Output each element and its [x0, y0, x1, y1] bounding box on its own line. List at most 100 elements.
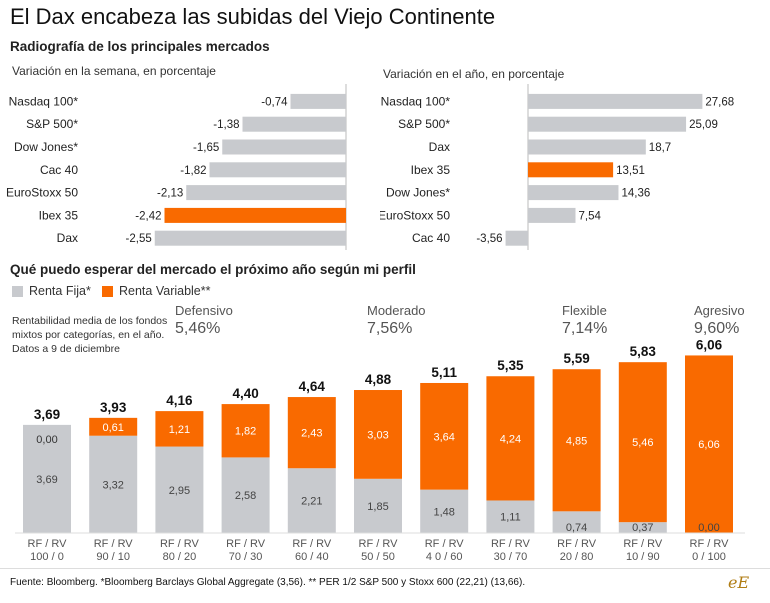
category-label-top: RF / RV [557, 538, 597, 550]
category-label-bottom: 4 0 / 60 [426, 551, 463, 563]
category-label-bottom: 100 / 0 [30, 551, 64, 563]
bar-renta-variable-6 [420, 382, 469, 490]
bar-renta-fija-9 [618, 522, 667, 533]
category-label-top: RF / RV [690, 538, 730, 550]
category-label: Ibex 35 [39, 208, 79, 222]
bar-renta-fija-7 [486, 500, 535, 533]
value-label: -2,55 [126, 233, 152, 245]
label-total: 3,93 [100, 400, 127, 415]
bar-6 [505, 230, 528, 246]
yearly-bar-chart: Nasdaq 100* 27,68 S&P 500* 25,09 Dax 18,7 Ibex… [380, 84, 734, 250]
label-renta-variable: 1,82 [235, 426, 256, 438]
category-label-top: RF / RV [226, 538, 266, 550]
category-label-top: RF / RV [491, 538, 531, 550]
category-label: S&P 500* [26, 117, 78, 131]
category-label-bottom: 10 / 90 [626, 551, 660, 563]
label-total: 4,40 [232, 386, 258, 401]
bar-renta-fija-6 [420, 489, 469, 533]
bar-renta-variable-1 [89, 417, 138, 436]
label-renta-fija: 2,58 [235, 490, 256, 502]
category-label-top: RF / RV [359, 538, 399, 550]
category-label-top: RF / RV [292, 538, 332, 550]
value-label: -3,56 [476, 233, 502, 245]
bar-renta-fija-8 [552, 511, 601, 533]
profile-moderado-value: 7,56% [367, 320, 413, 337]
label-renta-variable: 0,00 [36, 434, 57, 446]
bar-6 [154, 230, 346, 246]
profile-flexible-value: 7,14% [562, 320, 608, 337]
legend-renta-variable: Renta Variable** [102, 284, 211, 298]
value-label: 27,68 [705, 96, 734, 108]
category-label: Dax [57, 231, 78, 245]
legend-label-variable: Renta Variable** [119, 284, 211, 298]
label-total: 3,69 [34, 407, 60, 422]
label-total: 4,64 [299, 379, 326, 394]
category-label: S&P 500* [398, 117, 450, 131]
bar-3 [528, 162, 614, 178]
profile-moderado-name: Moderado [367, 303, 426, 318]
bar-5 [528, 207, 576, 223]
footer-divider [0, 568, 770, 569]
bar-1 [242, 116, 346, 132]
label-renta-fija: 0,00 [698, 522, 719, 534]
legend-swatch-orange [102, 285, 113, 297]
category-label-bottom: 30 / 70 [494, 551, 528, 563]
label-renta-fija: 1,11 [500, 512, 521, 524]
bar-renta-variable-10 [685, 355, 733, 533]
chart-note: Rentabilidad media de los fondos mixtos … [12, 315, 168, 355]
category-label: Cac 40 [40, 163, 78, 177]
label-renta-fija: 2,21 [301, 496, 322, 508]
bar-4 [186, 185, 346, 201]
value-label: 18,7 [649, 142, 671, 154]
label-renta-fija: 1,85 [367, 501, 388, 513]
value-label: 7,54 [579, 210, 602, 222]
bar-1 [528, 116, 687, 132]
category-label: Dow Jones* [14, 140, 78, 154]
value-label: -1,82 [180, 165, 206, 177]
category-label-bottom: 60 / 40 [295, 551, 329, 563]
label-renta-variable: 5,46 [632, 437, 653, 449]
bar-5 [164, 207, 346, 223]
category-label: EuroStoxx 50 [6, 186, 78, 200]
profile-defensivo-name: Defensivo [175, 303, 233, 318]
page-subtitle: Radiografía de los principales mercados [10, 39, 270, 54]
label-total: 6,06 [696, 340, 723, 352]
label-renta-variable: 3,03 [367, 429, 388, 441]
profile-agresivo-value: 9,60% [694, 320, 740, 337]
bar-renta-fija-3 [221, 457, 270, 533]
legend-label-fija: Renta Fija* [29, 284, 91, 298]
value-label: 14,36 [621, 188, 650, 200]
label-renta-fija: 0,37 [632, 522, 653, 534]
bar-2 [222, 139, 346, 155]
bar-renta-variable-4 [287, 397, 336, 469]
label-renta-fija: 1,48 [433, 506, 454, 518]
label-total: 5,35 [497, 358, 524, 373]
value-label: -1,65 [193, 142, 219, 154]
value-label: -0,74 [261, 96, 288, 108]
bar-4 [528, 185, 619, 201]
label-renta-variable: 4,85 [566, 435, 587, 447]
bar-renta-fija-2 [155, 446, 204, 533]
category-label: Ibex 35 [411, 163, 451, 177]
bar-renta-fija-1 [89, 435, 138, 533]
category-label: Cac 40 [412, 231, 450, 245]
category-label-bottom: 20 / 80 [560, 551, 594, 563]
bar-renta-variable-2 [155, 411, 204, 447]
value-label: 25,09 [689, 119, 718, 131]
bar-renta-fija-5 [354, 478, 402, 533]
bar-renta-variable-3 [221, 404, 270, 458]
label-renta-variable: 1,21 [169, 424, 190, 436]
bar-renta-variable-8 [552, 369, 601, 512]
label-renta-variable: 0,61 [102, 422, 123, 434]
label-total: 5,83 [630, 344, 657, 359]
yearly-chart-title: Variación en el año, en porcentaje [383, 67, 565, 81]
category-label-bottom: 0 / 100 [692, 551, 726, 563]
label-renta-variable: 3,64 [433, 431, 454, 443]
legend-renta-fija: Renta Fija* [12, 284, 91, 298]
category-label: EuroStoxx 50 [380, 208, 450, 222]
profile-defensivo-value: 5,46% [175, 320, 221, 337]
value-label: -2,13 [157, 188, 183, 200]
value-label: -2,42 [135, 210, 161, 222]
